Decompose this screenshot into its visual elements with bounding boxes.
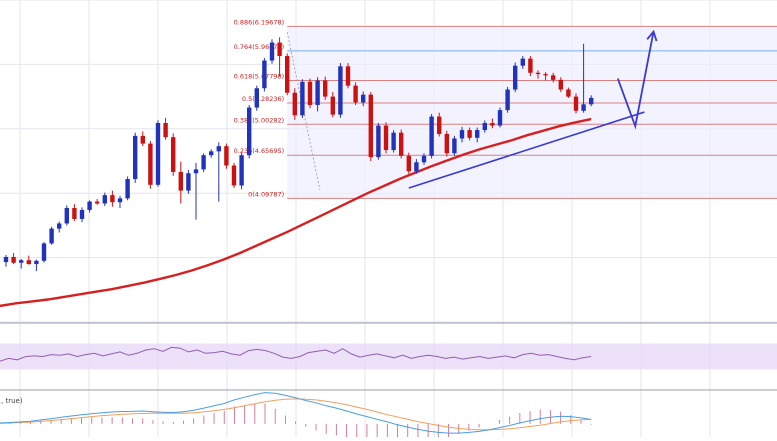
candle-body-72 [551, 75, 556, 80]
fib-label-5: 0.236(4.65695) [234, 147, 285, 155]
candle-body-75 [573, 96, 579, 111]
price-panel: 0.886(6.19678) 0.764(5.96077) 0.618(5.6779… [0, 18, 777, 308]
fib-label-3: 0.5(5.28236) [242, 95, 284, 103]
candle-body-70 [535, 72, 541, 75]
candle-body-58 [444, 133, 449, 154]
fib-label-4: 0.382(5.00282) [234, 116, 285, 124]
candle-body-4 [34, 260, 39, 265]
candle-body-34 [262, 60, 267, 89]
candle-body-56 [429, 116, 434, 156]
candle-body-61 [467, 130, 472, 138]
candle-body-68 [520, 58, 525, 66]
candle-body-65 [497, 110, 503, 126]
candle-body-12 [95, 201, 100, 204]
candle-body-64 [490, 123, 495, 126]
candle-body-50 [383, 125, 389, 151]
candle-body-71 [543, 74, 548, 76]
candle-body-53 [406, 155, 411, 172]
fib-label-6: 0(4.09787) [248, 190, 284, 198]
candle-body-17 [133, 135, 138, 180]
candle-body-51 [391, 132, 396, 151]
candle-body-31 [239, 155, 244, 186]
candle-body-1 [11, 256, 16, 263]
candle-body-49 [376, 125, 381, 158]
candle-body-29 [224, 146, 229, 166]
projection-arrow-path [616, 31, 655, 130]
candle-body-35 [269, 42, 275, 61]
candle-body-52 [399, 132, 404, 156]
candle-body-41 [315, 80, 320, 105]
macd-panel: , true) [0, 392, 592, 441]
candle-body-46 [353, 85, 358, 103]
candle-body-25 [193, 169, 199, 174]
fib-label-2: 0.618(5.67798) [234, 73, 285, 81]
macd-signal-line [0, 398, 592, 431]
fibonacci-band [287, 26, 777, 199]
candle-body-40 [307, 81, 313, 105]
candle-body-18 [140, 135, 145, 144]
candle-body-19 [148, 143, 153, 185]
candle-body-2 [19, 260, 24, 263]
candle-body-26 [201, 155, 206, 170]
rsi-panel [0, 343, 777, 370]
candle-body-74 [566, 89, 571, 97]
candle-body-33 [254, 88, 259, 108]
candle-body-38 [292, 92, 297, 116]
candle-body-77 [589, 97, 594, 105]
rsi-line [0, 346, 592, 362]
candle-body-37 [285, 56, 290, 93]
candle-body-67 [513, 65, 518, 90]
candle-body-16 [125, 179, 130, 199]
candle-body-3 [26, 260, 31, 265]
candle-body-76 [581, 104, 586, 111]
candle-body-8 [64, 208, 69, 224]
candle-body-43 [330, 96, 335, 115]
candle-body-23 [178, 171, 183, 191]
candle-body-60 [459, 130, 465, 139]
candle-body-39 [300, 81, 305, 116]
candle-body-9 [72, 208, 77, 219]
candle-body-30 [231, 165, 237, 186]
candle-body-48 [368, 94, 373, 158]
candle-body-14 [110, 195, 115, 203]
fib-label-0: 0.886(6.19678) [234, 18, 285, 26]
candle-body-36 [277, 42, 282, 57]
candle-body-62 [475, 130, 480, 138]
moving-average-line [0, 117, 592, 308]
candle-body-11 [87, 201, 92, 210]
candle-body-57 [437, 116, 442, 134]
candle-body-69 [528, 58, 533, 73]
candle-body-5 [41, 243, 47, 261]
candle-body-63 [482, 123, 487, 131]
candle-body-15 [117, 198, 123, 203]
candle-body-73 [558, 79, 563, 90]
candle-body-32 [247, 107, 252, 156]
candle-body-13 [102, 195, 107, 204]
candle-body-24 [186, 173, 191, 191]
support-trendline [408, 111, 645, 189]
macd-label: , true) [1, 397, 23, 405]
candle-body-6 [49, 228, 54, 244]
fib-label-1: 0.764(5.96077) [234, 43, 285, 51]
candle-body-55 [421, 155, 427, 163]
candle-body-44 [338, 66, 343, 115]
candle-body-0 [3, 256, 9, 263]
candle-body-54 [414, 162, 419, 172]
macd-line [0, 392, 592, 434]
candle-body-27 [209, 151, 214, 156]
candle-body-22 [171, 137, 176, 172]
candle-body-59 [452, 138, 457, 154]
candle-body-28 [216, 146, 221, 152]
candle-body-7 [57, 223, 62, 229]
projection-arrow-head [646, 29, 658, 42]
candle-body-21 [163, 123, 168, 138]
candle-body-45 [345, 66, 351, 86]
candle-body-42 [323, 80, 328, 97]
candle-body-47 [361, 94, 366, 103]
candle-body-10 [79, 209, 85, 219]
candle-body-66 [505, 89, 510, 111]
candle-body-20 [155, 123, 161, 185]
